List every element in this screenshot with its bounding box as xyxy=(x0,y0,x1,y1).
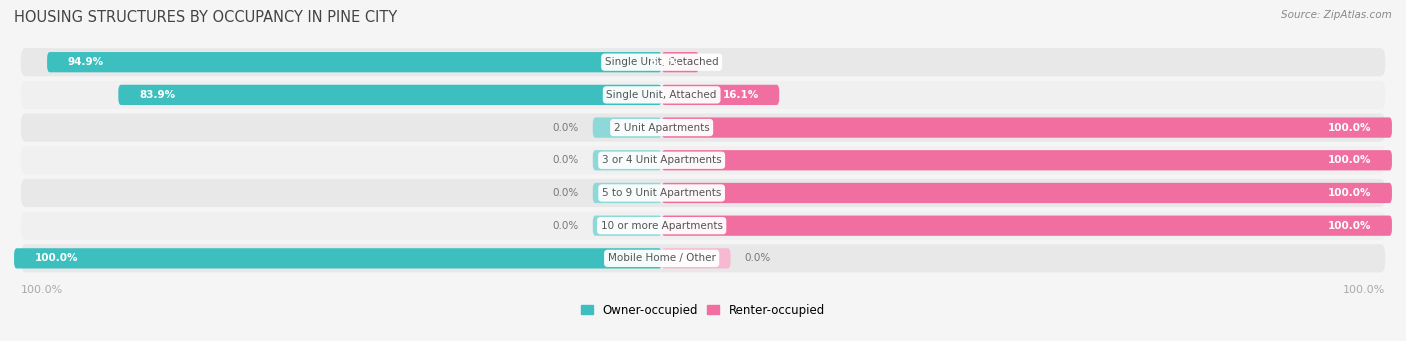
FancyBboxPatch shape xyxy=(21,48,1385,76)
Legend: Owner-occupied, Renter-occupied: Owner-occupied, Renter-occupied xyxy=(581,304,825,317)
Text: 5.1%: 5.1% xyxy=(650,57,678,67)
Text: Single Unit, Detached: Single Unit, Detached xyxy=(605,57,718,67)
Text: 0.0%: 0.0% xyxy=(553,122,579,133)
Text: 100.0%: 100.0% xyxy=(1327,221,1371,231)
Text: 0.0%: 0.0% xyxy=(744,253,770,263)
FancyBboxPatch shape xyxy=(21,114,1385,142)
Text: 3 or 4 Unit Apartments: 3 or 4 Unit Apartments xyxy=(602,155,721,165)
Text: 16.1%: 16.1% xyxy=(723,90,759,100)
Text: 100.0%: 100.0% xyxy=(1343,285,1385,295)
Text: 100.0%: 100.0% xyxy=(35,253,79,263)
FancyBboxPatch shape xyxy=(21,244,1385,272)
Text: 0.0%: 0.0% xyxy=(553,221,579,231)
Text: Single Unit, Attached: Single Unit, Attached xyxy=(606,90,717,100)
Text: 5 to 9 Unit Apartments: 5 to 9 Unit Apartments xyxy=(602,188,721,198)
FancyBboxPatch shape xyxy=(662,183,1392,203)
Text: 0.0%: 0.0% xyxy=(553,188,579,198)
FancyBboxPatch shape xyxy=(662,52,699,72)
Text: 10 or more Apartments: 10 or more Apartments xyxy=(600,221,723,231)
FancyBboxPatch shape xyxy=(21,179,1385,207)
FancyBboxPatch shape xyxy=(593,117,662,138)
Text: 94.9%: 94.9% xyxy=(67,57,104,67)
FancyBboxPatch shape xyxy=(662,117,1392,138)
FancyBboxPatch shape xyxy=(593,183,662,203)
FancyBboxPatch shape xyxy=(21,81,1385,109)
Text: HOUSING STRUCTURES BY OCCUPANCY IN PINE CITY: HOUSING STRUCTURES BY OCCUPANCY IN PINE … xyxy=(14,10,398,25)
FancyBboxPatch shape xyxy=(662,216,1392,236)
Text: 0.0%: 0.0% xyxy=(553,155,579,165)
FancyBboxPatch shape xyxy=(118,85,662,105)
Text: 100.0%: 100.0% xyxy=(1327,155,1371,165)
FancyBboxPatch shape xyxy=(46,52,662,72)
FancyBboxPatch shape xyxy=(593,216,662,236)
FancyBboxPatch shape xyxy=(21,212,1385,240)
FancyBboxPatch shape xyxy=(662,248,731,268)
Text: 2 Unit Apartments: 2 Unit Apartments xyxy=(614,122,710,133)
Text: Source: ZipAtlas.com: Source: ZipAtlas.com xyxy=(1281,10,1392,20)
Text: 83.9%: 83.9% xyxy=(139,90,176,100)
FancyBboxPatch shape xyxy=(593,150,662,170)
Text: 100.0%: 100.0% xyxy=(1327,122,1371,133)
FancyBboxPatch shape xyxy=(21,146,1385,174)
FancyBboxPatch shape xyxy=(662,85,779,105)
FancyBboxPatch shape xyxy=(14,248,662,268)
FancyBboxPatch shape xyxy=(662,150,1392,170)
Text: 100.0%: 100.0% xyxy=(1327,188,1371,198)
Text: 100.0%: 100.0% xyxy=(21,285,63,295)
Text: Mobile Home / Other: Mobile Home / Other xyxy=(607,253,716,263)
